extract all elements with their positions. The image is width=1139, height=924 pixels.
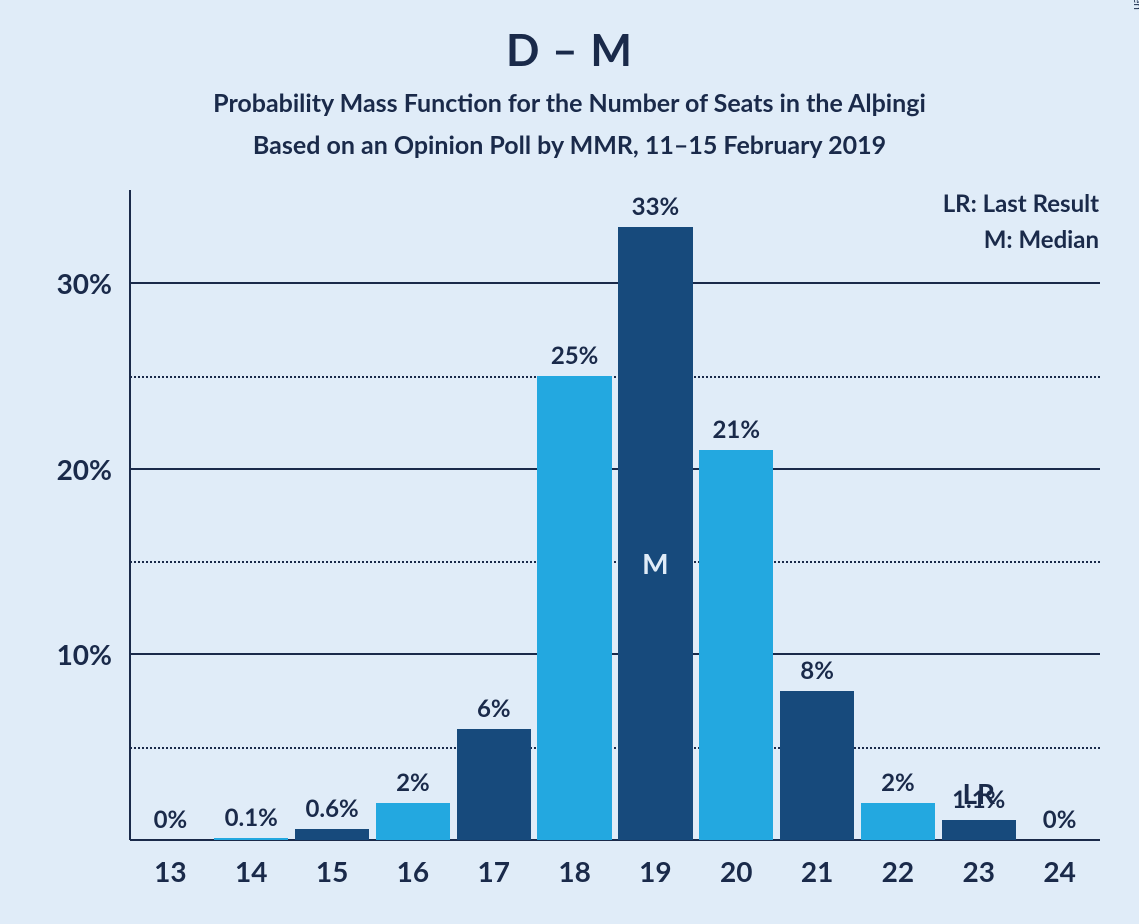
x-axis-tick-label: 18 xyxy=(558,854,590,888)
x-axis-tick-label: 21 xyxy=(801,854,833,888)
y-axis-line xyxy=(129,190,131,840)
x-axis-tick-label: 22 xyxy=(882,854,914,888)
bar xyxy=(780,691,854,840)
bar xyxy=(295,829,369,840)
bar xyxy=(942,820,1016,840)
x-axis-tick-label: 23 xyxy=(963,854,995,888)
bar-value-label: 25% xyxy=(551,341,599,370)
grid-minor xyxy=(130,561,1100,563)
grid-minor xyxy=(130,376,1100,378)
grid-major xyxy=(130,282,1100,284)
grid-major xyxy=(130,468,1100,470)
x-axis-tick-label: 16 xyxy=(397,854,429,888)
x-axis-tick-label: 24 xyxy=(1043,854,1075,888)
bar-value-label: 0% xyxy=(154,805,188,834)
x-axis-tick-label: 14 xyxy=(235,854,267,888)
bar-value-label: 2% xyxy=(396,768,430,797)
bar-value-label: 8% xyxy=(800,656,834,685)
bar-value-label: 0% xyxy=(1043,805,1077,834)
x-axis-tick-label: 19 xyxy=(639,854,671,888)
x-axis-tick-label: 17 xyxy=(478,854,510,888)
chart-title: D – M xyxy=(0,24,1139,76)
copyright-text: © 2020 Filip van Laenen xyxy=(1131,0,1139,10)
y-axis-tick-label: 10% xyxy=(57,637,112,671)
y-axis-tick-label: 20% xyxy=(57,452,112,486)
bar-value-label: 6% xyxy=(477,694,511,723)
bar xyxy=(537,376,611,840)
bar xyxy=(699,450,773,840)
chart-subtitle-1: Probability Mass Function for the Number… xyxy=(0,88,1139,118)
median-marker: M xyxy=(642,546,668,580)
grid-major xyxy=(130,653,1100,655)
plot-area: 10%20%30%0%130.1%140.6%152%166%1725%1833… xyxy=(130,190,1100,840)
bar-annotation: LR xyxy=(962,776,995,810)
bar xyxy=(376,803,450,840)
x-axis-tick-label: 15 xyxy=(316,854,348,888)
chart-canvas: © 2020 Filip van Laenen D – M Probabilit… xyxy=(0,0,1139,924)
bar xyxy=(457,729,531,840)
bar xyxy=(618,227,692,840)
chart-subtitle-2: Based on an Opinion Poll by MMR, 11–15 F… xyxy=(0,130,1139,160)
bar xyxy=(214,838,288,840)
bar-value-label: 21% xyxy=(712,415,760,444)
bar-value-label: 2% xyxy=(881,768,915,797)
x-axis-tick-label: 20 xyxy=(720,854,752,888)
bar xyxy=(861,803,935,840)
bar-value-label: 0.1% xyxy=(225,803,278,832)
bar-value-label: 0.6% xyxy=(305,794,358,823)
bar-value-label: 33% xyxy=(632,192,680,221)
grid-minor xyxy=(130,747,1100,749)
x-axis-tick-label: 13 xyxy=(154,854,186,888)
y-axis-tick-label: 30% xyxy=(57,266,112,300)
